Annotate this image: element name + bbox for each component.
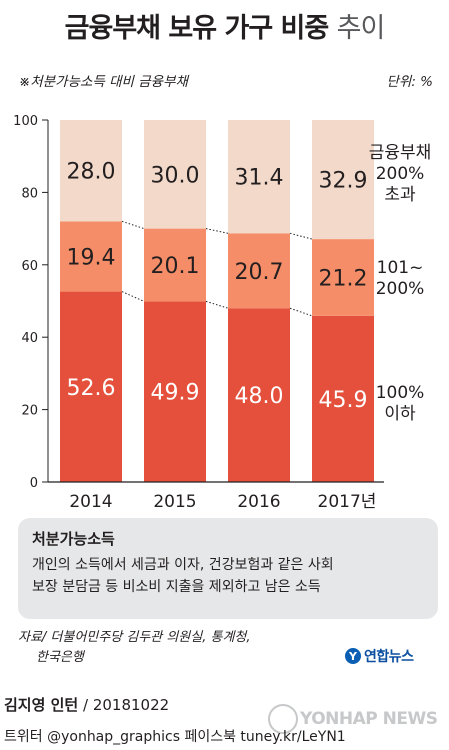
byline-date: / 20181022 — [83, 696, 170, 714]
bar-value-label-1-2015: 49.9 — [151, 381, 200, 406]
bar-3-2015 — [144, 120, 206, 229]
chart-title: 금융부채 보유 가구 비중 추이 — [0, 6, 449, 45]
definition-line-1: 개인의 소득에서 세금과 이자, 건강보험과 같은 사회 — [32, 557, 334, 573]
bar-1-2016 — [228, 308, 290, 482]
title-suffix: 추이 — [336, 13, 386, 44]
watermark-text: YONHAP NEWS — [300, 709, 438, 729]
byline: 김지영 인턴 / 20181022 — [4, 694, 169, 715]
bar-2-2014 — [60, 221, 122, 292]
legend-under-100: 100% 이하 — [355, 383, 445, 425]
bar-1-2017년 — [312, 315, 374, 482]
connector-line-1-1 — [121, 291, 145, 302]
bar-1-2015 — [144, 301, 206, 482]
y-tick-label-80: 80 — [21, 186, 38, 201]
source-line-1: 자료/ 더불어민주당 김두관 의원실, 통계청, — [18, 630, 251, 645]
y-tick-label-20: 20 — [21, 404, 38, 419]
connector-line-1-2 — [205, 300, 229, 309]
connector-line-2-2 — [205, 228, 229, 234]
definition-box: 처분가능소득 개인의 소득에서 세금과 이자, 건강보험과 같은 사회 보장 분… — [18, 518, 438, 619]
legend-over-200: 금융부채 200% 초과 — [355, 143, 445, 206]
y-tick-label-40: 40 — [21, 331, 38, 346]
legend-under-100-line1: 100% — [375, 383, 425, 403]
yonhap-logo: Y 연합뉴스 — [345, 646, 414, 666]
x-tick-label-3: 2016 — [237, 492, 280, 510]
yonhap-logo-icon: Y — [345, 648, 361, 664]
watermark: YONHAP NEWS — [268, 704, 438, 734]
footer-social: 트위터 @yonhap_graphics 페이스북 tuney.kr/LeYN1 — [4, 729, 346, 745]
bar-value-label-3-2017년: 32.9 — [319, 169, 368, 194]
bar-value-label-2-2014: 19.4 — [67, 245, 116, 270]
bar-value-label-1-2016: 48.0 — [235, 384, 284, 409]
unit-label: 단위: % — [386, 74, 433, 90]
connector-line-1-3 — [289, 307, 313, 317]
legend-under-100-line2: 이하 — [384, 404, 416, 424]
bar-value-label-2-2017년: 21.2 — [319, 266, 368, 291]
source-note: 자료/ 더불어민주당 김두관 의원실, 통계청, 한국은행 — [18, 628, 251, 668]
definition-title: 처분가능소득 — [32, 530, 115, 548]
watermark-circle-icon — [268, 704, 298, 734]
bar-value-label-3-2014: 28.0 — [67, 160, 116, 185]
connector-line-2-3 — [289, 232, 313, 240]
bar-2-2016 — [228, 233, 290, 309]
x-tick-label-4: 2017년 — [318, 492, 377, 510]
chart-subtitle: ※처분가능소득 대비 금융부채 — [19, 74, 188, 90]
legend-101-200-line2: 200% — [375, 279, 425, 299]
x-tick-label-1: 2014 — [69, 492, 112, 510]
bar-value-label-1-2014: 52.6 — [67, 376, 116, 401]
definition-line-2: 보장 분담금 등 비소비 지출을 제외하고 남은 소득 — [32, 579, 321, 595]
legend-over-200-line2: 200% — [375, 164, 425, 184]
bar-3-2014 — [60, 120, 122, 222]
byline-name: 김지영 인턴 — [4, 696, 79, 714]
bar-1-2014 — [60, 291, 122, 482]
bar-3-2017년 — [312, 120, 374, 240]
bar-value-label-3-2015: 30.0 — [151, 163, 200, 188]
y-tick-label-100: 100 — [13, 114, 38, 129]
legend-101-200-line1: 101~ — [376, 258, 424, 278]
bar-3-2016 — [228, 120, 290, 234]
y-tick-label-0: 0 — [30, 476, 38, 491]
title-main: 금융부채 보유 가구 비중 — [64, 13, 330, 44]
bar-value-label-2-2015: 20.1 — [151, 254, 200, 279]
legend-over-200-line3: 초과 — [384, 185, 416, 205]
yonhap-logo-text: 연합뉴스 — [364, 649, 414, 665]
legend-101-200: 101~ 200% — [355, 258, 445, 300]
x-tick-label-2: 2015 — [153, 492, 196, 510]
legend-over-200-line1: 금융부채 — [368, 143, 432, 163]
source-line-2: 한국은행 — [36, 650, 84, 665]
bar-value-label-2-2016: 20.7 — [235, 260, 284, 285]
y-tick-label-60: 60 — [21, 259, 38, 274]
stacked-bar-chart: 0 20 40 60 80 100 52.6 49.9 48.0 45.9 19.4 20.1 20.7… — [13, 114, 384, 510]
bar-2-2017년 — [312, 239, 374, 316]
connector-line-2-1 — [121, 220, 145, 230]
bar-value-label-3-2016: 31.4 — [235, 166, 284, 191]
bar-value-label-1-2017년: 45.9 — [319, 388, 368, 413]
bar-2-2015 — [144, 228, 206, 302]
